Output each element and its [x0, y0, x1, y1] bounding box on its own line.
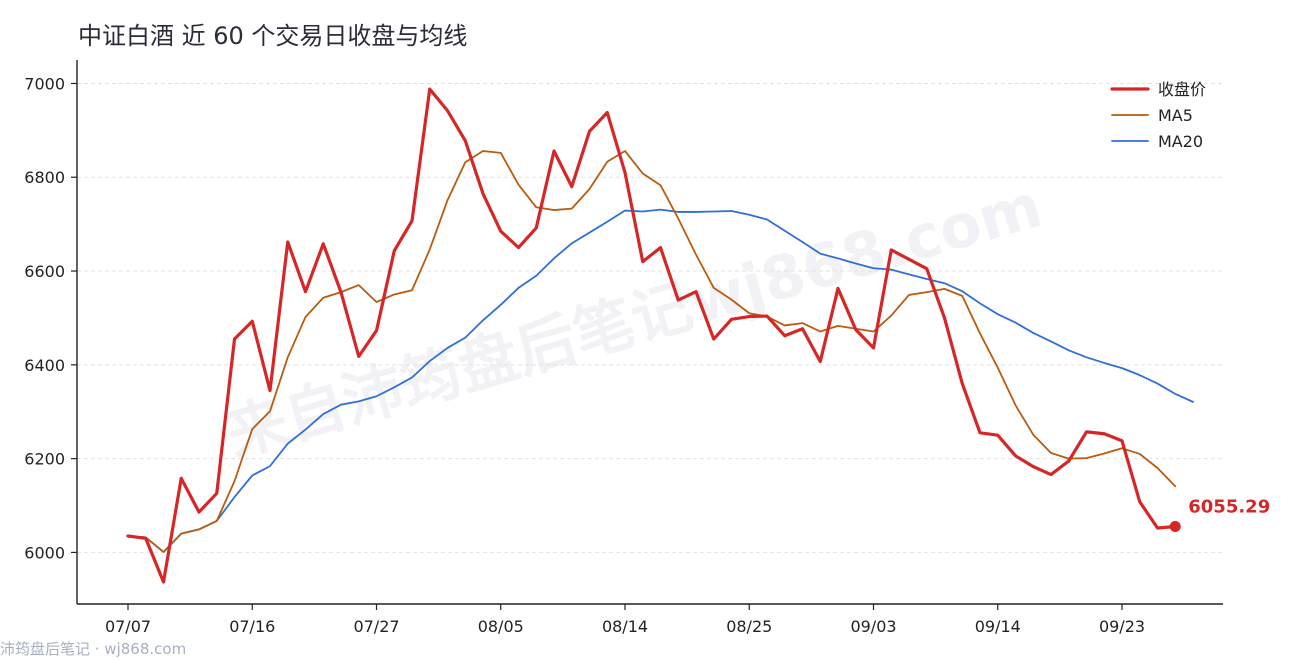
grid-lines — [77, 82, 1223, 553]
x-tick-label: 07/07 — [105, 617, 151, 636]
y-tick-label: 6600 — [24, 262, 65, 281]
series-line-close — [126, 87, 1177, 584]
x-tick-label: 09/03 — [850, 617, 896, 636]
y-tick-label: 6200 — [24, 450, 65, 469]
y-tick-label: 6800 — [24, 168, 65, 187]
x-tick-label: 09/14 — [975, 617, 1021, 636]
x-tick-label: 08/14 — [602, 617, 648, 636]
series-lines: 6055.29 — [126, 87, 1270, 584]
chart-title: 中证白酒 近 60 个交易日收盘与均线 — [78, 22, 467, 50]
y-tick-label: 7000 — [24, 74, 65, 93]
x-tick-label: 08/25 — [726, 617, 772, 636]
series-line-ma5 — [127, 150, 1177, 553]
last-close-marker — [1169, 520, 1181, 532]
footer-credit: 沛筠盘后笔记 · wj868.com — [0, 640, 186, 658]
legend-label: MA5 — [1158, 106, 1193, 125]
legend-label: 收盘价 — [1158, 80, 1206, 99]
x-tick-label: 09/23 — [1099, 617, 1145, 636]
legend: 收盘价 MA5 MA20 — [1110, 80, 1206, 151]
x-axis: 07/07 07/16 07/27 08/05 08/14 08/25 09/03 09/14… — [77, 603, 1223, 636]
legend-label: MA20 — [1158, 132, 1203, 151]
y-tick-label: 6000 — [24, 543, 65, 562]
y-axis: 6000 6200 6400 6600 6800 7000 — [24, 60, 78, 604]
x-tick-label: 07/16 — [229, 617, 275, 636]
series-line-ma20 — [127, 208, 1194, 553]
last-close-label: 6055.29 — [1188, 496, 1270, 517]
x-tick-label: 08/05 — [478, 617, 524, 636]
y-tick-label: 6400 — [24, 356, 65, 375]
x-tick-label: 07/27 — [353, 617, 399, 636]
